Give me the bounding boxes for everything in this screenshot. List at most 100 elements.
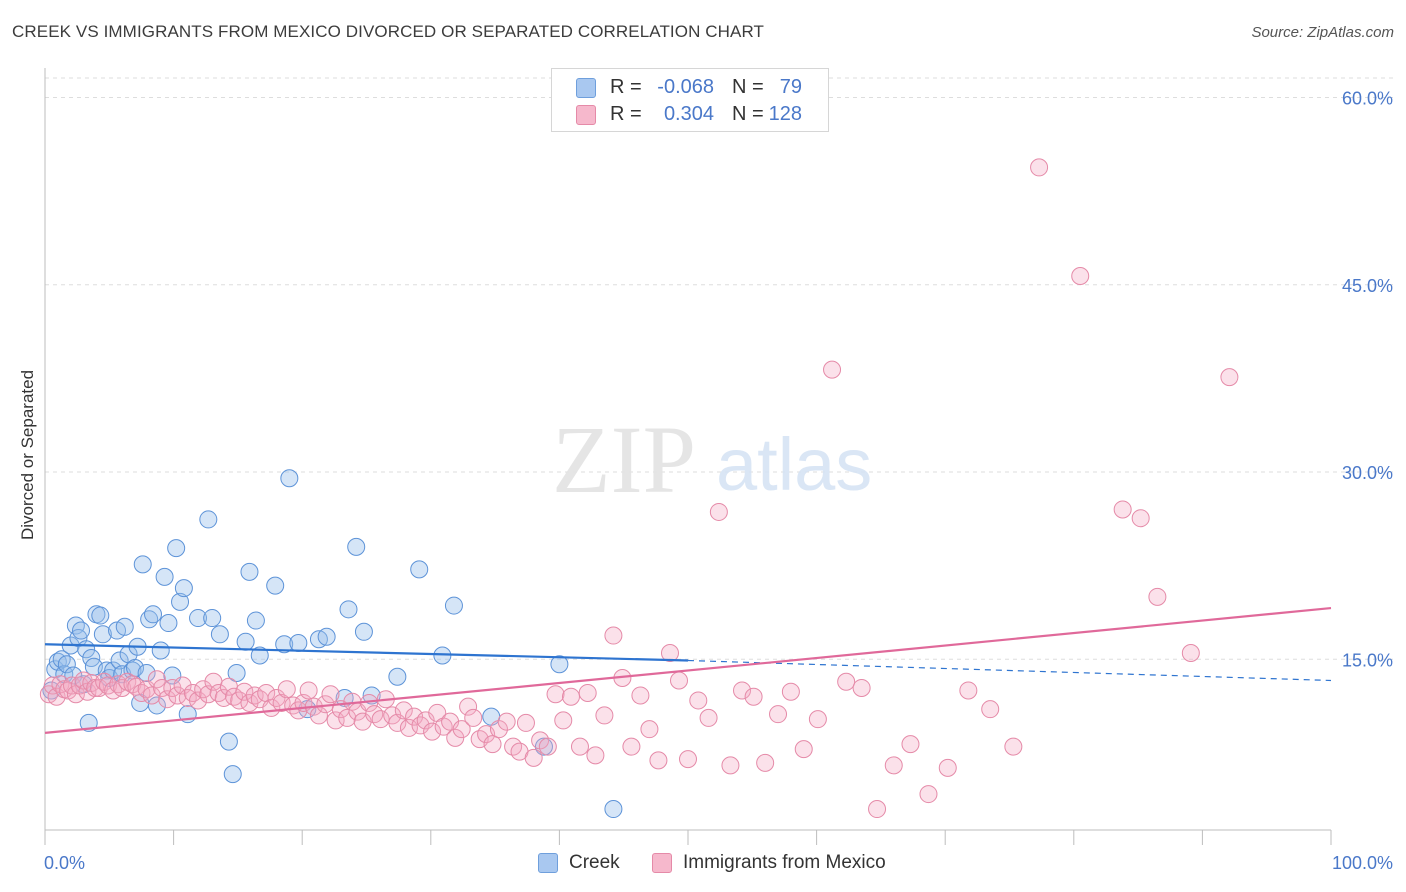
mexico-point (142, 686, 161, 705)
mexico-point (483, 735, 502, 754)
mexico-point (823, 360, 842, 379)
mexico-point (919, 785, 938, 804)
mexico-point (622, 737, 641, 756)
creek-point (91, 606, 110, 625)
mexico-point (808, 710, 827, 729)
mexico-point (660, 644, 679, 663)
mexico-point (158, 690, 177, 709)
creek-point (210, 625, 229, 644)
mexico-point (338, 708, 357, 727)
legend-r-label: R = (610, 103, 642, 125)
mexico-point (118, 672, 137, 691)
mexico-point (464, 708, 483, 727)
tick-labels: 15.0% 30.0% 45.0% 60.0% 0.0% 100.0% (44, 89, 1393, 874)
mexico-point (189, 691, 208, 710)
mexico-point (781, 682, 800, 701)
mexico-point (277, 680, 296, 699)
legend-r-label: R = (610, 76, 642, 98)
mexico-point (209, 683, 228, 702)
creek-point (410, 560, 429, 579)
series-swatch-creek (538, 853, 558, 873)
y-axis-label: Divorced or Separated (18, 370, 37, 540)
creek-point (97, 661, 116, 680)
y-tick-label: 15.0% (1342, 650, 1393, 670)
mexico-point (1148, 587, 1167, 606)
legend-r-value: -0.068 (657, 76, 714, 98)
creek-point (110, 651, 129, 670)
mexico-point (769, 705, 788, 724)
mexico-point (299, 681, 318, 700)
legend-swatch-mexico (576, 105, 596, 125)
creek-point (115, 617, 134, 636)
legend-r-value: 0.304 (663, 103, 714, 125)
mexico-point (538, 737, 557, 756)
creek-point (171, 592, 190, 611)
creek-point (280, 469, 299, 488)
watermark-atlas: atlas (716, 423, 872, 506)
mexico-point (168, 686, 187, 705)
mexico-point (756, 753, 775, 772)
mexico-point (586, 746, 605, 765)
mexico-point (178, 688, 197, 707)
mexico-point (901, 735, 920, 754)
mexico-point (744, 687, 763, 706)
creek-point (240, 562, 259, 581)
creek-point (52, 650, 71, 669)
creek-point (144, 605, 163, 624)
mexico-point (1030, 158, 1049, 177)
mexico-point (554, 711, 573, 730)
x-tick-label: 100.0% (1332, 853, 1393, 873)
mexico-point (578, 683, 597, 702)
mexico-point (981, 700, 1000, 719)
mexico-point (938, 758, 957, 777)
chart-source: Source: ZipAtlas.com (1251, 24, 1394, 41)
legend-row-creek: R = -0.068 N = 79 (552, 74, 828, 102)
mexico-point (326, 711, 345, 730)
x-tick-label: 0.0% (44, 853, 85, 873)
mexico-point (649, 751, 668, 770)
mexico-point (321, 685, 340, 704)
creek-point (151, 641, 170, 660)
mexico-point (959, 681, 978, 700)
series-swatch-mexico (652, 853, 672, 873)
mexico-point (489, 720, 508, 739)
creek-point (354, 622, 373, 641)
creek-point (155, 567, 174, 586)
mexico-point (733, 681, 752, 700)
mexico-point (194, 680, 213, 699)
mexico-point (399, 718, 418, 737)
mexico-point (394, 701, 413, 720)
mexico-point (459, 697, 478, 716)
y-tick-label: 60.0% (1342, 89, 1393, 109)
mexico-point (837, 672, 856, 691)
creek-point (174, 579, 193, 598)
mexico-point (272, 693, 291, 712)
trend-lines (44, 606, 1332, 734)
mexico-point (640, 720, 659, 739)
mexico-point (1071, 267, 1090, 286)
creek-trend-line (44, 643, 689, 662)
mexico-point (423, 722, 442, 741)
y-tick-label: 30.0% (1342, 463, 1393, 483)
data-points (39, 158, 1239, 819)
mexico-point (1181, 644, 1200, 663)
creek-trend-extension (687, 659, 1332, 682)
legend-row-mexico: R = 0.304 N = 128 (552, 101, 828, 129)
legend-n-label: N = (732, 76, 764, 98)
y-tick-label: 45.0% (1342, 276, 1393, 296)
mexico-point (153, 678, 172, 697)
mexico-point (452, 720, 471, 739)
mexico-point (371, 710, 390, 729)
mexico-point (669, 671, 688, 690)
mexico-point (147, 670, 166, 689)
mexico-point (721, 756, 740, 775)
mexico-point (852, 678, 871, 697)
series-legend: Creek Immigrants from Mexico (0, 852, 1406, 878)
mexico-point (497, 712, 516, 731)
creek-point (604, 800, 623, 819)
mexico-point (570, 737, 589, 756)
creek-point (57, 655, 76, 674)
mexico-point (516, 713, 535, 732)
mexico-point (1113, 500, 1132, 519)
